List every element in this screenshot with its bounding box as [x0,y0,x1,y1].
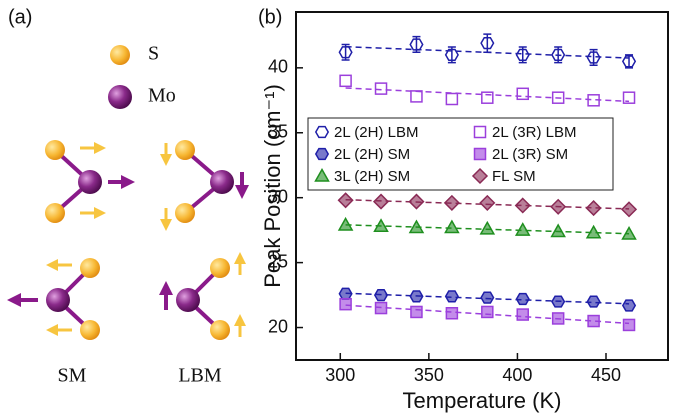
legend-label: FL SM [492,168,536,185]
panel-label: (b) [258,6,282,28]
marker [373,288,389,302]
legend-label: 3L (2H) SM [334,168,410,185]
marker [515,48,530,61]
marker [480,37,495,50]
marker [338,287,353,300]
marker [443,194,460,211]
marker [444,290,459,303]
y-tick-label: 30 [268,186,288,206]
marker [550,223,566,238]
marker [479,220,496,235]
marker [337,216,354,231]
arrows [7,142,249,337]
y-tick-label: 25 [268,251,288,271]
legend-label: 2L (2H) SM [334,146,410,163]
marker [408,193,425,210]
legend-marker [473,125,487,139]
marker [373,218,389,233]
marker [585,224,602,239]
marker [338,46,353,59]
marker [585,200,602,217]
atoms [45,140,234,340]
legend-marker [314,167,330,182]
x-tick-label: 400 [502,365,532,385]
mo-label: Mo [148,85,176,107]
mo-atom-key [108,85,132,109]
y-tick-label: 35 [268,122,288,142]
x-tick-label: 300 [325,365,355,385]
marker [587,314,600,328]
x-tick-label: 450 [591,365,621,385]
legend-label: 2L (3R) SM [492,146,568,163]
marker [339,297,352,311]
marker [374,82,388,95]
legend-label: 2L (2H) LBM [334,124,418,141]
legend-box [307,117,614,191]
marker [551,312,565,325]
x-axis-label: Temperature (K) [403,388,562,413]
marker [621,226,637,240]
marker [409,290,424,303]
panel-label: (a) [8,6,32,28]
marker [586,51,601,64]
marker [444,219,460,234]
marker [621,55,637,68]
marker [372,193,390,210]
marker [515,292,530,306]
marker [480,291,495,304]
legend-marker [473,147,487,161]
marker [445,92,459,106]
y-axis-label: Peak Position (cm⁻¹) [260,84,285,288]
marker [516,87,529,101]
marker [622,91,636,104]
error-bar [483,33,492,54]
marker [551,295,566,308]
marker [621,299,637,312]
legend-marker [314,147,330,161]
marker [587,94,600,107]
marker [551,91,565,104]
marker [551,48,566,61]
plot-frame [295,11,669,361]
x-tick-label: 350 [414,365,444,385]
s-label: S [148,43,159,65]
marker [339,74,352,88]
marker [481,91,494,104]
marker [408,219,425,234]
y-tick-label: 20 [268,316,288,336]
marker [622,318,636,332]
marker [620,201,638,218]
plot: 300 350 400 450 20 25 30 35 40 2L (2H) LBM 2L (3R)… [268,11,669,385]
marker [444,48,459,61]
error-bar [625,54,634,69]
legend-label: 2L (3R) LBM [492,124,576,141]
marker [337,192,354,209]
marker [410,305,423,319]
marker [410,90,423,103]
marker [516,308,529,321]
marker [481,305,494,319]
y-tick-label: 40 [268,57,288,77]
marker [514,222,531,236]
marker [514,197,531,214]
marker [479,194,496,211]
panel-a: (a) S Mo SM LBM [7,6,249,387]
mode-label: LBM [178,365,222,387]
marker [550,198,567,215]
marker [374,301,388,315]
fit-line [345,87,630,103]
s-atom-key [110,45,130,65]
legend-marker [314,125,330,139]
marker [586,295,601,308]
legend-marker [471,167,489,185]
mode-label: SM [58,365,87,387]
marker [445,307,459,320]
marker [409,38,424,51]
